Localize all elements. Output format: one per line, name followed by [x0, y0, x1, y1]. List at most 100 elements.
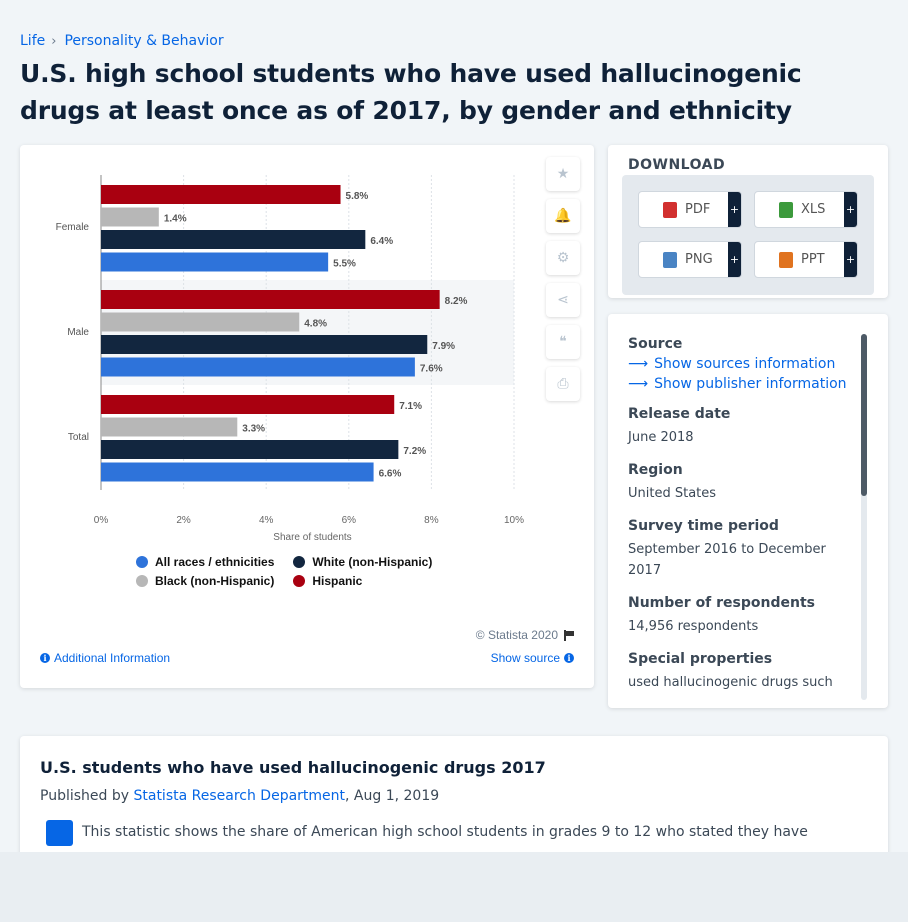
show-source-link[interactable]: Show source i — [491, 651, 574, 665]
x-tick-label: 10% — [504, 515, 524, 526]
download-xls-label: XLS — [801, 202, 826, 217]
category-label: Male — [67, 327, 89, 338]
legend-label-all: All races / ethnicities — [155, 554, 275, 569]
data-label: 7.6% — [420, 364, 443, 375]
png-icon — [663, 251, 677, 268]
x-tick-label: 2% — [176, 515, 191, 526]
category-label: Total — [68, 432, 89, 443]
ppt-plus-button[interactable]: + — [844, 242, 857, 277]
legend-item-hispanic[interactable]: Hispanic — [293, 571, 362, 590]
download-ppt-button[interactable]: PPT + — [754, 241, 858, 278]
star-icon[interactable]: ★ — [546, 157, 580, 191]
special-properties-label: Special properties — [628, 651, 773, 667]
bar — [101, 395, 395, 414]
png-plus-button[interactable]: + — [728, 242, 741, 277]
flag-icon[interactable] — [564, 629, 574, 641]
publisher-link[interactable]: Statista Research Department — [133, 788, 346, 804]
legend-item-white[interactable]: White (non-Hispanic) — [293, 552, 432, 571]
show-sources-label: Show sources information — [654, 356, 836, 372]
data-label: 5.5% — [333, 259, 356, 270]
download-panel: PDF + XLS + PNG + PPT + — [622, 175, 874, 295]
region-value: United States — [628, 486, 717, 501]
breadcrumb-life[interactable]: Life — [20, 33, 46, 49]
legend-label-white: White (non-Hispanic) — [312, 554, 433, 569]
chart-legend: All races / ethnicities White (non-Hispa… — [136, 552, 456, 590]
download-png-label: PNG — [685, 252, 713, 267]
data-label: 7.9% — [432, 341, 455, 352]
published-date: , Aug 1, 2019 — [345, 788, 440, 804]
bar — [101, 230, 366, 249]
survey-period-value: September 2016 to December 2017 — [628, 542, 826, 578]
bar — [101, 207, 159, 227]
data-label: 8.2% — [445, 296, 468, 307]
download-pdf-label: PDF — [685, 202, 711, 217]
data-label: 3.3% — [242, 424, 265, 435]
show-publisher-label: Show publisher information — [654, 376, 847, 392]
info-content: Source ⟶ Show sources information ⟶ Show… — [628, 336, 848, 693]
info-icon: i — [40, 653, 50, 663]
copyright: © Statista 2020 — [476, 628, 574, 642]
gear-icon[interactable]: ⚙ — [546, 241, 580, 275]
release-date-label: Release date — [628, 406, 731, 422]
show-publisher-link[interactable]: ⟶ Show publisher information — [628, 376, 848, 392]
arrow-right-icon: ⟶ — [628, 376, 649, 392]
ppt-icon — [779, 251, 793, 268]
download-png-button[interactable]: PNG + — [638, 241, 742, 278]
show-sources-link[interactable]: ⟶ Show sources information — [628, 356, 848, 372]
legend-item-black[interactable]: Black (non-Hispanic) — [136, 571, 290, 590]
copyright-text: © Statista 2020 — [475, 628, 558, 642]
published-by-prefix: Published by — [40, 788, 130, 804]
x-tick-label: 8% — [424, 515, 439, 526]
info-scrollbar[interactable] — [861, 334, 867, 700]
additional-information-link[interactable]: i Additional Information — [40, 651, 170, 665]
respondents-label: Number of respondents — [628, 595, 815, 611]
data-label: 6.4% — [370, 236, 393, 247]
download-heading: DOWNLOAD — [628, 157, 726, 173]
legend-label-hispanic: Hispanic — [312, 573, 363, 588]
statistic-icon — [46, 820, 73, 846]
xls-icon — [779, 201, 793, 218]
legend-label-black: Black (non-Hispanic) — [155, 573, 275, 588]
info-icon: i — [564, 653, 574, 663]
x-tick-label: 0% — [94, 515, 109, 526]
x-axis-label: Share of students — [273, 532, 351, 543]
respondents-value: 14,956 respondents — [628, 619, 759, 634]
bar — [101, 252, 329, 272]
chart-card: 0% 2% 4% 6% 8% 10% Share of students Female 5.8%… — [20, 145, 594, 688]
download-pdf-button[interactable]: PDF + — [638, 191, 742, 228]
legend-dot-black — [136, 574, 148, 587]
legend-dot-hispanic — [293, 574, 306, 587]
data-label: 7.2% — [403, 446, 426, 457]
quote-icon[interactable]: ❝ — [546, 325, 580, 359]
bell-icon[interactable]: 🔔 — [546, 199, 580, 233]
footer-band — [0, 852, 908, 922]
x-tick-label: 4% — [259, 515, 274, 526]
bar — [101, 440, 399, 459]
release-date-value: June 2018 — [628, 430, 694, 445]
description-title: U.S. students who have used hallucinogen… — [40, 758, 546, 777]
bar — [101, 462, 374, 482]
share-icon[interactable]: ⋖ — [546, 283, 580, 317]
download-ppt-label: PPT — [801, 252, 825, 267]
scrollbar-thumb[interactable] — [861, 334, 867, 496]
legend-item-all[interactable]: All races / ethnicities — [136, 552, 290, 571]
breadcrumb-separator: › — [51, 33, 57, 49]
legend-dot-white — [293, 555, 306, 568]
x-tick-label: 6% — [342, 515, 357, 526]
bar — [101, 312, 300, 332]
bar — [101, 290, 440, 309]
breadcrumb: Life › Personality & Behavior — [20, 33, 224, 49]
pdf-icon — [663, 201, 677, 218]
pdf-plus-button[interactable]: + — [728, 192, 741, 227]
xls-plus-button[interactable]: + — [844, 192, 857, 227]
breadcrumb-personality[interactable]: Personality & Behavior — [64, 33, 224, 49]
source-label: Source — [628, 336, 683, 352]
bar — [101, 185, 341, 204]
download-xls-button[interactable]: XLS + — [754, 191, 858, 228]
print-icon[interactable]: ⎙ — [546, 367, 580, 401]
bar-chart: 0% 2% 4% 6% 8% 10% Share of students Female 5.8%… — [56, 175, 524, 543]
page-title: U.S. high school students who have used … — [20, 59, 802, 125]
additional-information-label: Additional Information — [54, 651, 171, 665]
bar — [101, 335, 428, 354]
data-label: 6.6% — [379, 469, 402, 480]
